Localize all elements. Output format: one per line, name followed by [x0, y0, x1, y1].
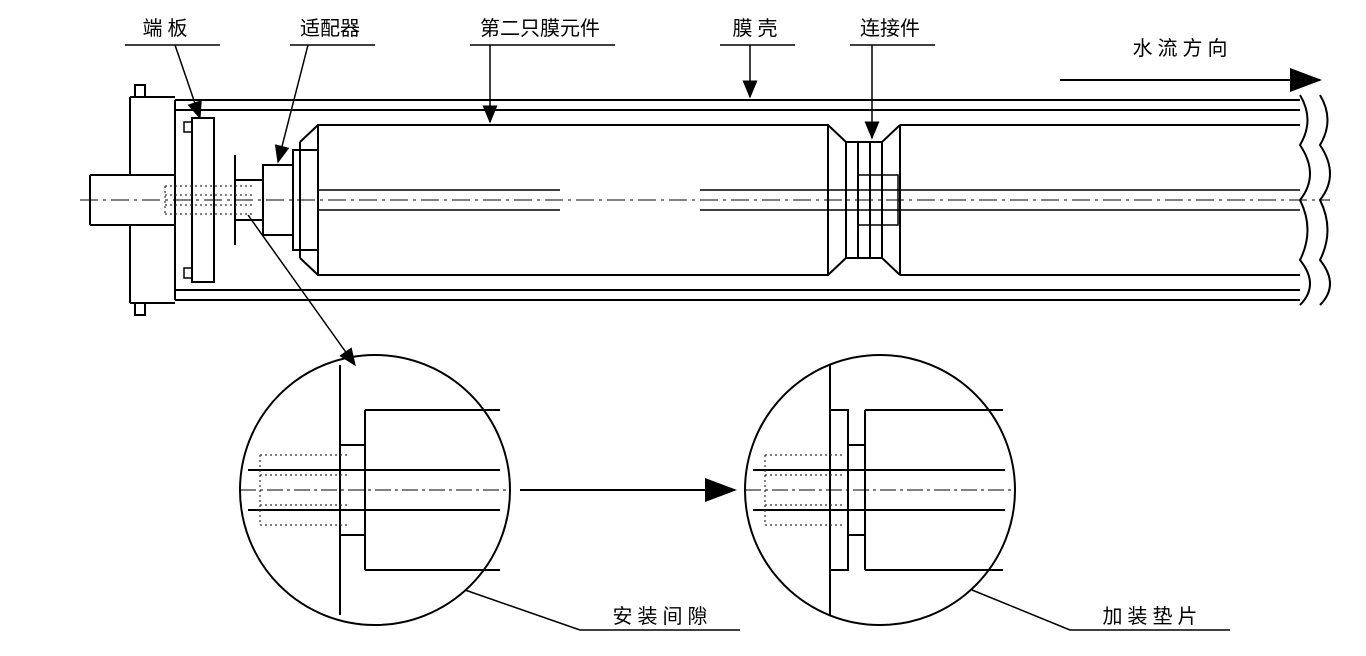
label-install-gap: 安 装 间 隙 [465, 590, 740, 630]
label-adapter-text: 适配器 [300, 17, 360, 40]
label-add-gasket: 加 装 垫 片 [972, 590, 1230, 630]
label-housing: 膜 壳 [720, 17, 795, 97]
label-connector-text: 连接件 [860, 17, 920, 40]
label-housing-text: 膜 壳 [733, 17, 778, 40]
label-connector: 连接件 [850, 17, 935, 138]
label-adapter: 适配器 [278, 17, 375, 162]
detail-left [240, 355, 510, 625]
label-install-gap-text: 安 装 间 隙 [613, 605, 708, 628]
label-add-gasket-text: 加 装 垫 片 [1103, 605, 1198, 628]
label-flow-direction: 水 流 方 向 [1060, 37, 1320, 80]
main-assembly [80, 85, 1330, 315]
label-endplate-text: 端 板 [143, 17, 188, 40]
label-endplate: 端 板 [125, 17, 220, 118]
label-flow-direction-text: 水 流 方 向 [1133, 37, 1228, 60]
label-second-element: 第二只膜元件 [470, 17, 615, 122]
diagram-canvas: 端 板 适配器 第二只膜元件 膜 壳 连接件 水 流 方 向 [0, 0, 1366, 656]
detail-right [745, 355, 1015, 625]
label-second-element-text: 第二只膜元件 [480, 17, 600, 40]
